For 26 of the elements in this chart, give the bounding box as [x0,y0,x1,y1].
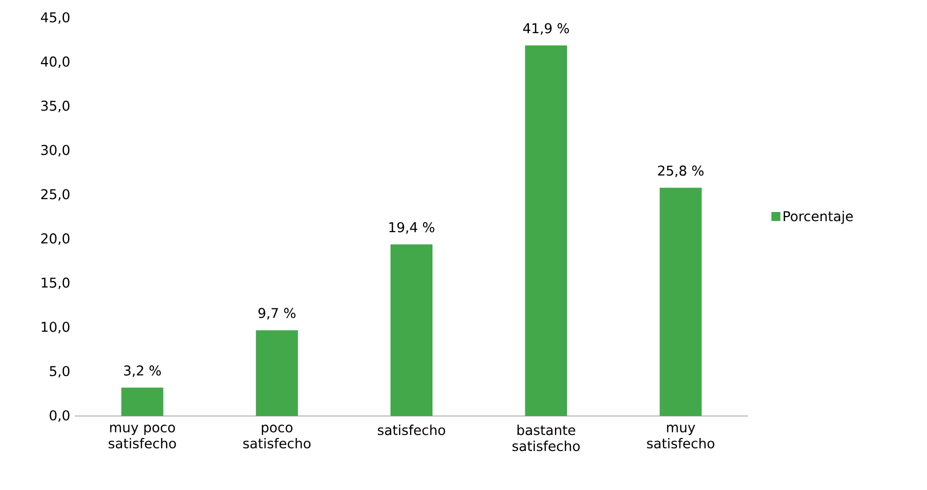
data-label: 41,9 % [523,23,569,35]
y-tick-label: 35,0 [41,100,70,112]
data-label: 9,7 % [258,308,296,320]
bar [390,244,432,416]
y-tick-label: 45,0 [40,12,70,24]
y-tick-label: 40,0 [40,56,70,68]
y-tick-label: 10,0 [42,322,70,334]
y-tick-label: 30,0 [41,144,70,156]
bar [660,188,702,416]
y-tick-label: 20,0 [41,233,70,245]
x-tick-label: poco satisfecho [243,424,311,448]
data-label: 25,8 % [658,166,704,178]
x-tick-label: muy satisfecho [647,424,714,448]
y-tick-label: 25,0 [41,189,70,201]
x-tick-label: bastante satisfecho [512,424,580,452]
legend-label: Porcentaje [784,210,853,224]
bar [121,388,164,416]
y-tick-label: 0,0 [50,410,70,422]
bar [525,45,568,416]
x-tick-label: satisfecho [378,424,446,436]
data-label: 19,4 % [389,222,434,234]
data-label: 3,2 % [124,365,161,377]
y-tick-label: 15,0 [42,278,70,290]
x-tick-label: muy poco satisfecho [108,424,176,448]
y-tick-label: 5,0 [50,366,70,378]
bar [256,330,298,416]
